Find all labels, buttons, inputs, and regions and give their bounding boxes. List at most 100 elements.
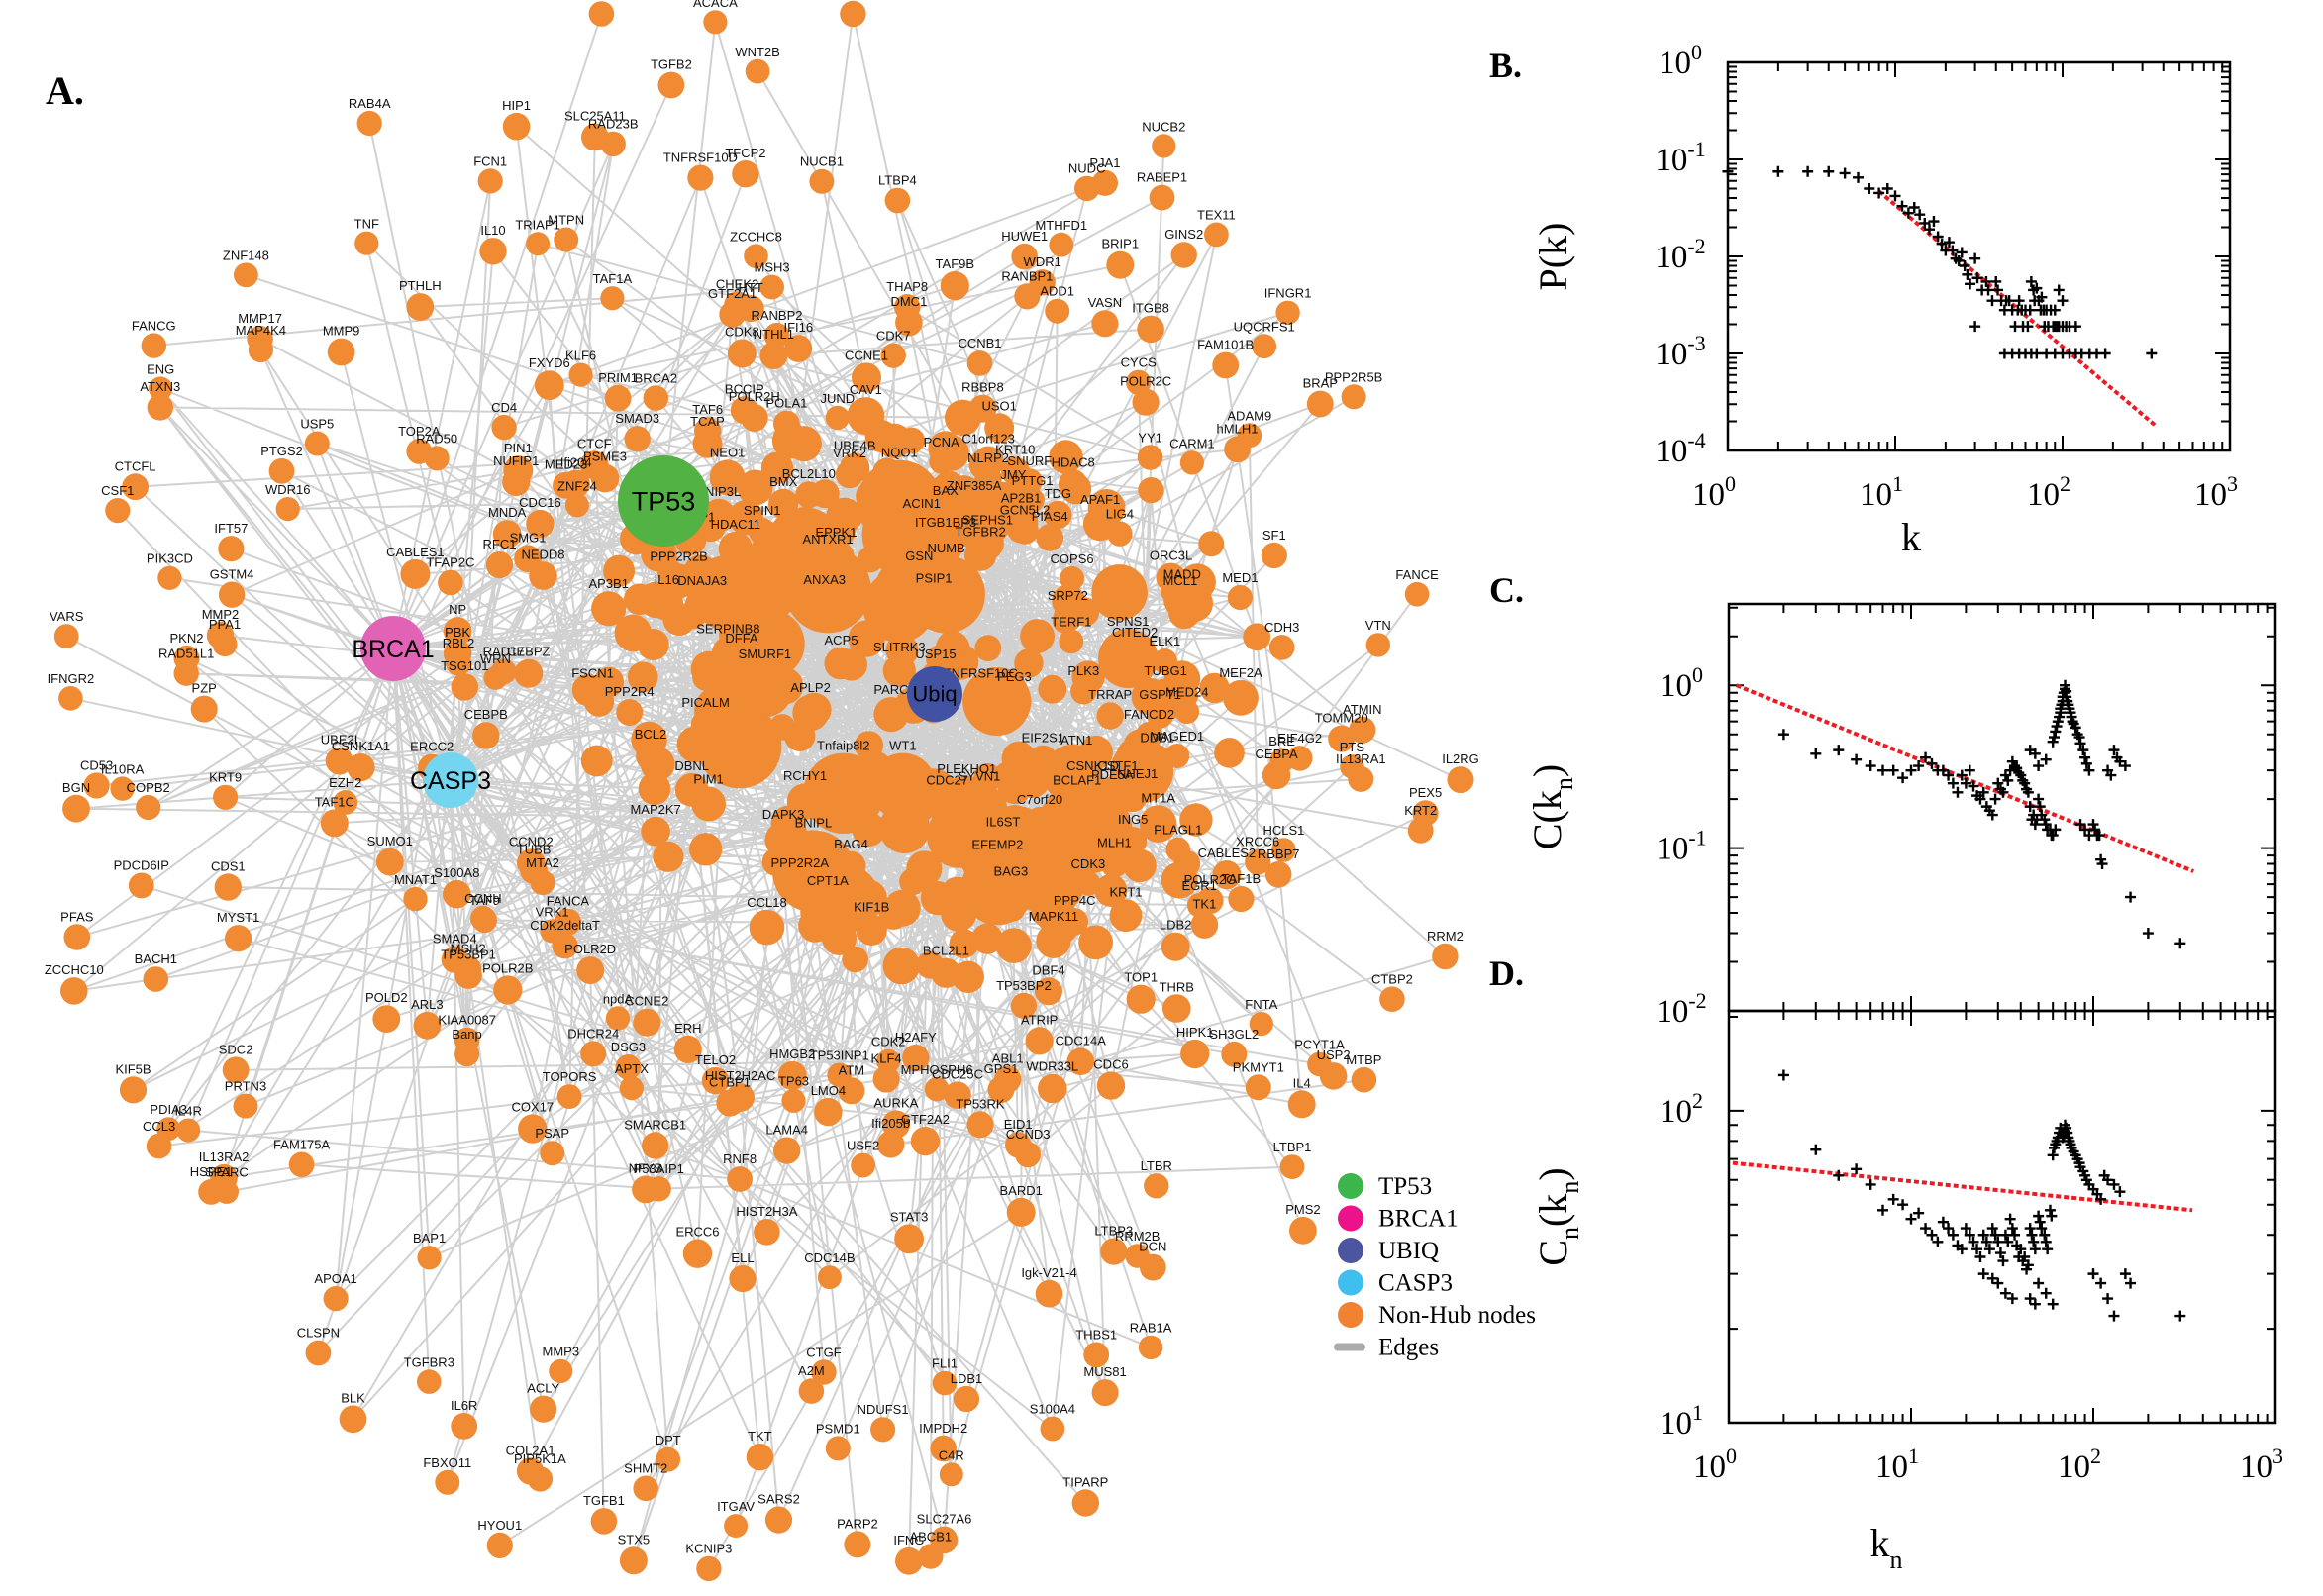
gene-label: BCCIP — [725, 381, 764, 396]
non-hub-node — [1091, 1379, 1119, 1407]
non-hub-node — [143, 966, 169, 992]
gene-label: PARP2 — [837, 1516, 878, 1531]
non-hub-node — [1132, 388, 1160, 416]
gene-label: ZCCHC10 — [45, 962, 104, 977]
gene-label: CTBP1 — [709, 1074, 751, 1089]
gene-label: MAP4K4 — [236, 323, 286, 338]
gene-label: GINS2 — [1164, 227, 1203, 242]
non-hub-node — [1252, 334, 1277, 359]
axis-label: C(kn) — [1525, 764, 1578, 849]
gene-label: FAM175A — [273, 1137, 330, 1151]
gene-label: CEBPZ — [507, 645, 550, 659]
gene-label: MTHFD1 — [1035, 218, 1087, 233]
gene-label: KCNIP3 — [685, 1542, 732, 1556]
gene-label: PPP2R5B — [1325, 369, 1383, 384]
gene-label: CCND3 — [1006, 1127, 1051, 1142]
non-hub-node — [1198, 531, 1225, 557]
non-hub-node — [1126, 369, 1152, 395]
non-hub-node — [852, 362, 881, 393]
non-hub-node — [502, 112, 531, 141]
tick-label: 100 — [1660, 662, 1703, 704]
gene-label: MNAT1 — [394, 872, 437, 887]
gene-label: UBE2I — [321, 733, 358, 748]
gene-label: BRE — [1268, 734, 1295, 748]
gene-label: HIST2H3A — [736, 1204, 797, 1219]
gene-label: VASN — [1088, 295, 1122, 310]
gene-label: CCL18 — [747, 895, 786, 910]
gene-label: POLR2H — [729, 389, 780, 404]
gene-label: FANCG — [132, 318, 176, 333]
non-hub-node — [1096, 702, 1124, 730]
gene-label: TDG — [1045, 486, 1071, 501]
non-hub-node — [60, 977, 88, 1005]
gene-label: VTN — [1365, 618, 1391, 633]
gene-label: Ifi205b — [871, 1116, 910, 1131]
non-hub-node — [479, 238, 507, 265]
non-hub-node — [234, 262, 258, 288]
gene-label: IMPDH2 — [919, 1421, 967, 1436]
gene-label: Igk-V21-4 — [1021, 1265, 1076, 1280]
non-hub-node — [869, 752, 937, 820]
non-hub-node — [894, 1224, 924, 1254]
gene-label: npdA — [603, 991, 634, 1006]
non-hub-node — [580, 745, 613, 777]
legend-swatch-dot — [1338, 1238, 1364, 1263]
non-hub-node — [347, 753, 375, 782]
non-hub-node — [931, 957, 961, 988]
gene-label: GTF2A1 — [708, 286, 757, 301]
tick-label: 10-2 — [1656, 988, 1706, 1030]
gene-label: PPP2R2A — [771, 855, 830, 870]
gene-label: PZP — [192, 681, 217, 696]
gene-label: C7orf20 — [1017, 792, 1062, 807]
non-hub-node — [288, 1151, 315, 1178]
gene-label: CDC14A — [1056, 1033, 1107, 1047]
gene-label: KLF4 — [871, 1051, 902, 1066]
non-hub-node — [1074, 175, 1100, 202]
tick-label: 100 — [1693, 1444, 1737, 1485]
gene-label: TK1 — [1192, 896, 1216, 911]
non-hub-node — [604, 384, 632, 412]
tick-label: 101 — [1860, 471, 1903, 513]
non-hub-node — [1228, 885, 1255, 913]
non-hub-node — [1150, 678, 1181, 709]
gene-label: TOP1 — [1124, 970, 1158, 985]
non-hub-node — [1341, 384, 1366, 410]
non-hub-node — [694, 684, 749, 739]
gene-label: CLSPN — [297, 1326, 340, 1341]
non-hub-node — [803, 752, 884, 834]
gene-label: CTCF — [577, 436, 612, 450]
non-hub-node — [729, 1264, 757, 1293]
gene-label: PLK3 — [1067, 663, 1099, 678]
non-hub-node — [1004, 1132, 1032, 1158]
non-hub-node — [674, 772, 709, 807]
non-hub-node — [701, 498, 736, 533]
gene-label: HCLS1 — [1262, 823, 1304, 838]
non-hub-node — [588, 1, 615, 27]
non-hub-node — [902, 1044, 930, 1072]
gene-label: ITGAV — [717, 1499, 755, 1514]
non-hub-node — [910, 1127, 941, 1156]
gene-label: NFYB — [629, 1161, 663, 1176]
gene-label: CPT1A — [807, 873, 849, 888]
gene-label: WRN — [480, 651, 511, 666]
gene-label: MEF2A — [1219, 665, 1262, 680]
non-hub-node — [709, 459, 746, 496]
non-hub-node — [492, 520, 522, 549]
non-hub-node — [918, 1544, 944, 1569]
gene-label: USP2 — [1317, 1047, 1351, 1062]
gene-label: IFNGR2 — [48, 671, 95, 686]
gene-label: MAGED1 — [1150, 729, 1204, 744]
non-hub-node — [222, 1056, 250, 1084]
gene-label: ZNF24 — [557, 478, 597, 493]
gene-label: ATRIP — [1021, 1012, 1058, 1027]
non-hub-node — [701, 1066, 730, 1095]
non-hub-node — [441, 946, 468, 973]
gene-label: KLF6 — [565, 349, 596, 363]
scatter-points — [1777, 1069, 2186, 1322]
non-hub-node — [857, 459, 943, 547]
gene-label: USP15 — [915, 647, 956, 661]
non-hub-node — [1044, 500, 1072, 530]
gene-label: SARS2 — [758, 1492, 800, 1507]
